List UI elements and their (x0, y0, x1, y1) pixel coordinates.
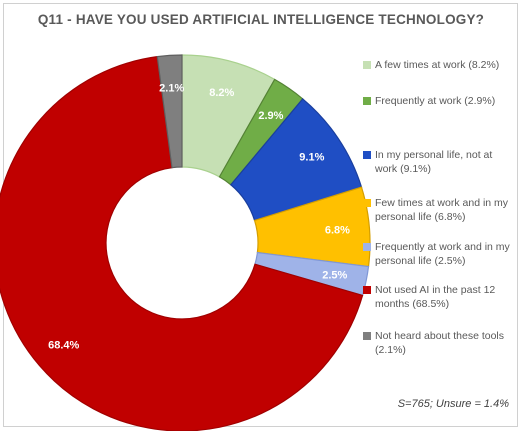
data-labels: 8.2% 2.9% 9.1% 6.8% 2.5% 68.4% 2.1% (48, 82, 350, 351)
legend-label: In my personal life, not at work (9.1%) (375, 149, 493, 175)
legend-swatch (363, 199, 371, 207)
data-label-1: 8.2% (209, 87, 234, 99)
legend-label: Frequently at work and in my personal li… (375, 241, 510, 267)
legend-label: A few times at work (8.2%) (375, 59, 500, 71)
chart-title: Q11 - HAVE YOU USED ARTIFICIAL INTELLIGE… (37, 12, 485, 27)
footnote: S=765; Unsure = 1.4% (397, 398, 509, 410)
data-label-2: 2.9% (258, 110, 283, 122)
legend-label: Few times at work and in my personal lif… (375, 197, 509, 223)
data-label-4: 6.8% (325, 224, 350, 236)
donut-slices (0, 54, 371, 431)
data-label-5: 2.5% (322, 270, 347, 282)
legend-swatch (363, 151, 371, 159)
legend-swatch (363, 97, 371, 105)
legend-label: Not used AI in the past 12 months (68.5%… (375, 284, 496, 310)
legend-swatch (363, 286, 371, 294)
legend-swatch (363, 61, 371, 69)
legend-swatch (363, 332, 371, 340)
legend-label: Not heard about these tools (2.1%) (375, 330, 505, 356)
data-label-3: 9.1% (299, 152, 324, 164)
donut-slice-6 (0, 55, 364, 431)
data-label-7: 2.1% (159, 82, 184, 94)
legend-swatch (363, 243, 371, 251)
data-label-6: 68.4% (48, 340, 79, 352)
donut-slice-7 (156, 54, 183, 169)
legend-label: Frequently at work (2.9%) (375, 95, 496, 107)
